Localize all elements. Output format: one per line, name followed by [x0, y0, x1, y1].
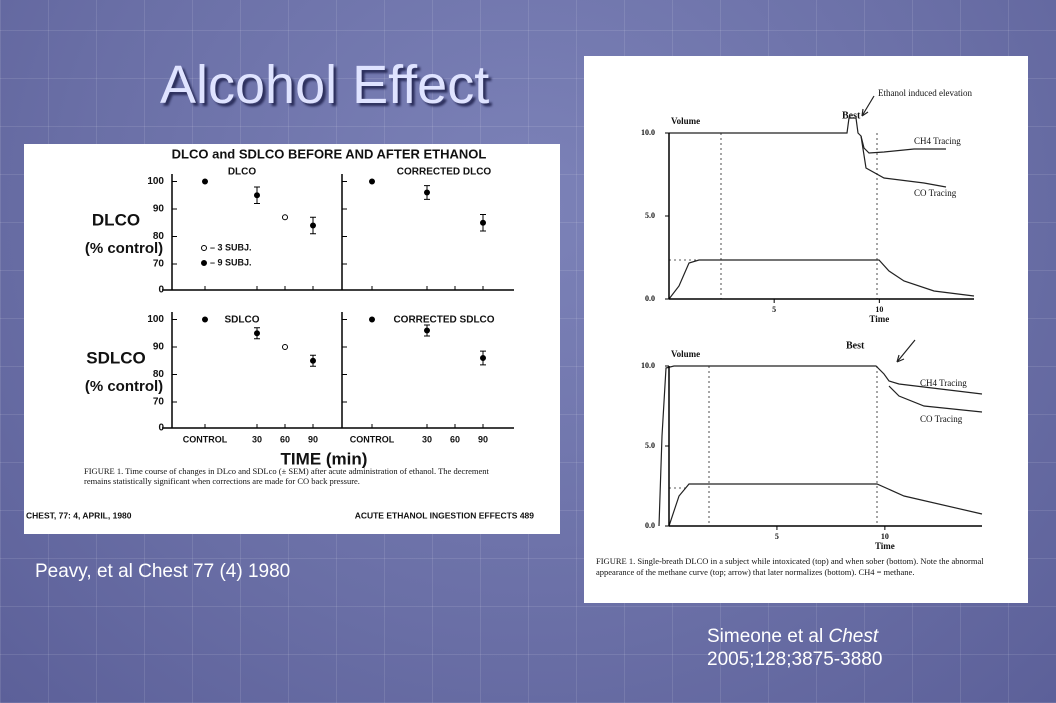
y-tick-label: 70 — [153, 397, 165, 408]
row-unit: (% control) — [85, 378, 163, 395]
y-tick-label: 10.0 — [641, 128, 655, 137]
figure-caption: FIGURE 1. Single-breath DLCO in a subjec… — [596, 556, 984, 577]
row-label: DLCO — [92, 210, 140, 229]
row-unit: (% control) — [85, 240, 163, 257]
best-label: Best — [846, 340, 865, 351]
y-tick-label: 0 — [158, 285, 164, 296]
data-point — [480, 219, 486, 226]
x-tick-label: 5 — [775, 532, 779, 541]
legend-marker — [201, 245, 207, 251]
x-tick-label: CONTROL — [183, 434, 228, 444]
arrow — [896, 339, 916, 363]
series-label: CO Tracing — [914, 188, 957, 198]
lower-trace — [668, 259, 975, 300]
y-tick-label: 100 — [147, 314, 164, 325]
data-point — [369, 316, 375, 323]
y-tick-label: 10.0 — [641, 361, 655, 370]
caption-citation: 2005;128;3875-3880 — [707, 649, 883, 670]
data-point — [202, 178, 208, 185]
y-tick-label: 0.0 — [645, 521, 655, 530]
data-point — [254, 192, 260, 199]
dashed-guide — [669, 133, 878, 299]
x-tick-label: 90 — [478, 434, 488, 444]
row-label: SDLCO — [86, 348, 146, 367]
footer-left: CHEST, 77: 4, APRIL, 1980 — [26, 510, 132, 520]
footer-right: ACUTE ETHANOL INGESTION EFFECTS 489 — [355, 510, 535, 520]
y-tick-label: 70 — [153, 259, 165, 270]
lower-trace — [668, 483, 983, 527]
y-tick-label: 80 — [153, 231, 165, 242]
best-label: Best — [842, 110, 861, 121]
data-point — [424, 189, 430, 196]
caption-journal: Chest — [828, 626, 879, 647]
data-point — [310, 357, 316, 364]
x-tick-label: 90 — [308, 434, 318, 444]
ch4-trace — [669, 117, 946, 154]
legend-label: – 9 SUBJ. — [210, 257, 252, 267]
series-label: CH4 Tracing — [914, 136, 961, 146]
x-tick-label: 30 — [422, 434, 432, 444]
y-tick-label: 0 — [158, 423, 164, 434]
y-tick-label: 90 — [153, 204, 165, 215]
x-tick-label: 30 — [252, 434, 262, 444]
y-axis-label: Volume — [671, 349, 700, 359]
data-point — [254, 330, 260, 337]
series-label: CH4 Tracing — [920, 378, 967, 388]
x-tick-label: 60 — [280, 434, 290, 444]
right-figure-chart: 0.0 5.0 10.0 5 10 Volume Time Best CH4 Tracing CO… — [641, 88, 983, 551]
data-point — [424, 327, 430, 334]
y-tick-label: 5.0 — [645, 211, 655, 220]
left-caption: Peavy, et al Chest 77 (4) 1980 — [35, 561, 291, 582]
data-point — [369, 178, 375, 185]
y-tick-label: 80 — [153, 369, 165, 380]
panel-title: CORRECTED DLCO — [397, 167, 492, 178]
data-point — [202, 316, 208, 323]
panel-title: SDLCO — [225, 315, 260, 326]
data-point — [282, 214, 288, 221]
x-tick-label: 10 — [875, 305, 883, 314]
slide-title: Alcohol Effect — [160, 55, 490, 115]
co-trace — [888, 385, 983, 413]
x-tick-label: 5 — [772, 305, 776, 314]
legend-label: – 3 SUBJ. — [210, 242, 252, 252]
y-axis-label: Volume — [671, 116, 700, 126]
left-figure: DLCO and SDLCO BEFORE AND AFTER ETHANOL … — [24, 144, 560, 534]
figure-caption: FIGURE 1. Time course of changes in DLco… — [84, 466, 489, 486]
x-axis-label: Time — [875, 541, 895, 551]
x-axis-label: Time — [869, 314, 889, 324]
figure-title: DLCO and SDLCO BEFORE AND AFTER ETHANOL — [172, 146, 487, 161]
data-point — [310, 222, 316, 229]
y-tick-label: 5.0 — [645, 441, 655, 450]
y-tick-label: 0.0 — [645, 294, 655, 303]
x-tick-label: CONTROL — [350, 434, 395, 444]
y-tick-label: 100 — [147, 176, 164, 187]
arrow — [861, 95, 875, 117]
right-figure: 0.0 5.0 10.0 5 10 Volume Time Best CH4 Tracing CO… — [584, 56, 1028, 603]
annotation: Ethanol induced elevation — [878, 88, 972, 98]
x-tick-label: 10 — [881, 532, 889, 541]
right-caption: Simeone et al Chest 2005;128;3875-3880 — [707, 625, 882, 671]
tracings — [658, 95, 983, 527]
y-tick-label: 90 — [153, 342, 165, 353]
co-trace — [860, 135, 947, 188]
panel-title: CORRECTED SDLCO — [393, 315, 494, 326]
x-axis-label: TIME (min) — [281, 449, 368, 468]
data-point — [282, 344, 288, 350]
series-label: CO Tracing — [920, 414, 963, 424]
x-tick-label: 60 — [450, 434, 460, 444]
data-point — [480, 355, 486, 361]
caption-authors: Simeone et al — [707, 626, 824, 647]
legend-marker — [201, 260, 207, 266]
left-figure-chart: DLCO and SDLCO BEFORE AND AFTER ETHANOL … — [26, 146, 535, 520]
dashed-guide — [669, 366, 878, 526]
ch4-trace — [658, 365, 983, 527]
panel-title: DLCO — [228, 167, 257, 178]
